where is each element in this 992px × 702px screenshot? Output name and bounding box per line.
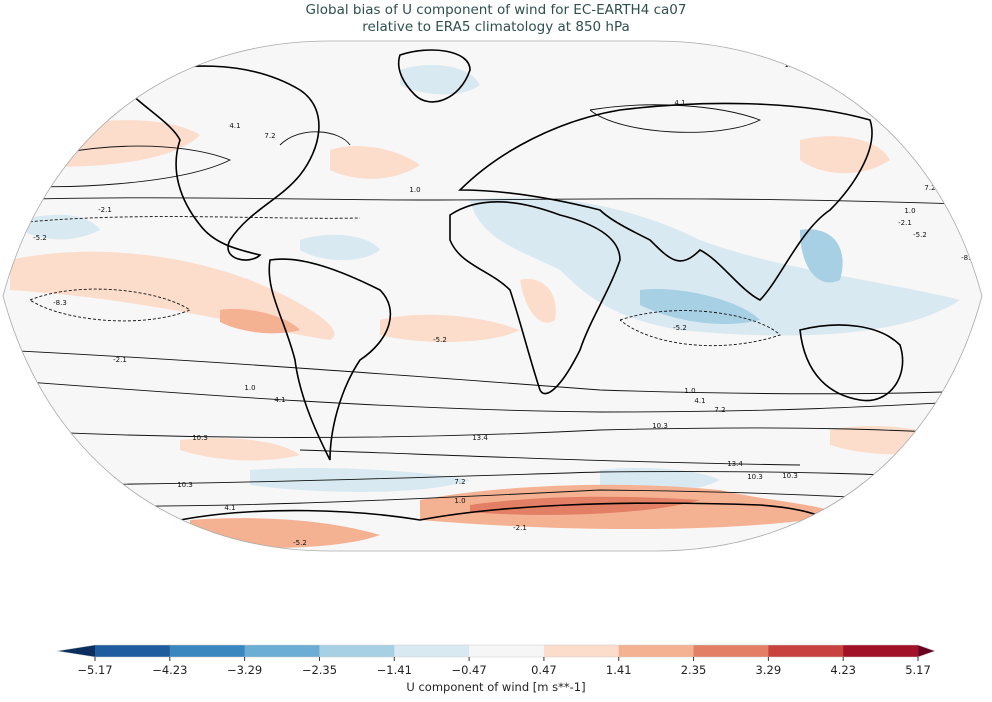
colorbar-bin	[618, 645, 695, 657]
title-line-1: Global bias of U component of wind for E…	[305, 2, 687, 18]
contour-line	[3, 216, 361, 226]
contour-label: -5.2	[673, 324, 687, 332]
colorbar-under-triangle	[57, 645, 95, 657]
bias-region	[470, 197, 960, 336]
colorbar-tick-label: −0.47	[451, 663, 486, 677]
contour-label: -2.1	[898, 219, 912, 227]
bias-region	[300, 234, 380, 261]
contour-label: 1.0	[684, 387, 695, 395]
contour-label: 4.1	[274, 396, 285, 404]
contour-line	[619, 310, 781, 347]
contour-label: 7.2	[714, 406, 725, 414]
contour-label: -8.3	[961, 254, 975, 262]
bias-region	[800, 136, 890, 174]
colorbar-tick-label: 5.17	[905, 663, 931, 677]
contour-label: 10.3	[177, 481, 193, 489]
map-panel: 1.04.17.21.0-2.1-5.2-8.3-5.2-2.11.04.17.…	[2, 40, 983, 552]
contour-label: 4.1	[694, 397, 705, 405]
contour-label: 10.3	[652, 422, 668, 430]
bias-region	[220, 308, 300, 334]
contour-label: -5.2	[913, 231, 927, 239]
colorbar-tick-label: −5.17	[77, 663, 112, 677]
coastline	[268, 258, 392, 461]
colorbar-tick-label: 2.35	[681, 663, 707, 677]
colorbar-bin	[768, 645, 844, 657]
colorbar-bin	[394, 645, 470, 657]
bias-region	[520, 279, 556, 323]
colorbar-bin	[319, 645, 395, 657]
contour-label: 1.0	[409, 186, 420, 194]
coastline	[458, 102, 873, 301]
contour-labels: 1.04.17.21.0-2.1-5.2-8.3-5.2-2.11.04.17.…	[33, 46, 975, 547]
contour-label: 1.0	[454, 497, 465, 505]
contour-label: 13.4	[727, 460, 743, 468]
contour-label: 10.3	[782, 472, 798, 480]
bias-region	[380, 314, 520, 342]
colorbar-bin	[543, 645, 620, 657]
contour-line	[29, 288, 191, 322]
contour-line	[3, 427, 982, 438]
bias-region	[180, 438, 300, 461]
colorbar-tick-label: −2.35	[302, 663, 337, 677]
colorbar-tick-label: −1.41	[377, 663, 412, 677]
colorbar-bin	[95, 645, 171, 657]
contour-label: -5.2	[33, 234, 47, 242]
bias-region	[250, 468, 470, 492]
colorbar-over-triangle	[918, 645, 935, 657]
contour-label: 10.3	[747, 473, 763, 481]
contour-label: -2.1	[513, 524, 527, 532]
coastline	[118, 65, 320, 261]
colorbar-label: U component of wind [m s**-1]	[406, 680, 585, 694]
contour-label: 7.2	[454, 478, 465, 486]
bias-region	[330, 145, 420, 179]
contour-label: 1.0	[904, 207, 915, 215]
contour-label: 4.1	[674, 99, 685, 107]
colorbar-bin	[693, 645, 769, 657]
colorbar-bin	[244, 645, 320, 657]
contour-label: -2.1	[113, 356, 127, 364]
chart-title: Global bias of U component of wind for E…	[0, 2, 992, 36]
title-line-2: relative to ERA5 climatology at 850 hPa	[362, 19, 630, 35]
contour-label: 7.2	[264, 132, 275, 140]
contour-line	[589, 104, 762, 133]
colorbar-bin	[843, 645, 919, 657]
contour-label: 4.1	[224, 504, 235, 512]
contour-label: 7.2	[924, 184, 935, 192]
colorbar-tick-label: −4.23	[152, 663, 187, 677]
coastline	[449, 201, 621, 395]
contour-label: -2.1	[98, 206, 112, 214]
contour-label: -8.3	[53, 299, 67, 307]
contour-line	[3, 349, 982, 395]
map-outline	[2, 40, 983, 552]
colorbar-bin	[469, 645, 545, 657]
contour-label: 4.1	[229, 122, 240, 130]
climatology-contours	[3, 104, 982, 507]
contour-line	[3, 197, 982, 206]
bias-region	[470, 496, 700, 515]
colorbar-tick-label: 4.23	[830, 663, 856, 677]
colorbar-tick-label: 0.47	[531, 663, 557, 677]
colorbar-tick-label: −3.29	[227, 663, 262, 677]
coastline	[397, 49, 471, 103]
contour-label: 1.0	[244, 384, 255, 392]
contour-label: 10.3	[192, 434, 208, 442]
bias-region	[800, 229, 843, 283]
contour-label: -5.2	[293, 539, 307, 547]
colorbar-bin	[169, 645, 246, 657]
coastline	[799, 324, 904, 402]
contour-line	[3, 379, 982, 413]
contour-line	[299, 449, 801, 466]
colorbar-tick-label: 1.41	[606, 663, 632, 677]
contour-label: -5.2	[433, 336, 447, 344]
colorbar-tick-label: 3.29	[756, 663, 782, 677]
contour-label: 13.4	[472, 434, 488, 442]
